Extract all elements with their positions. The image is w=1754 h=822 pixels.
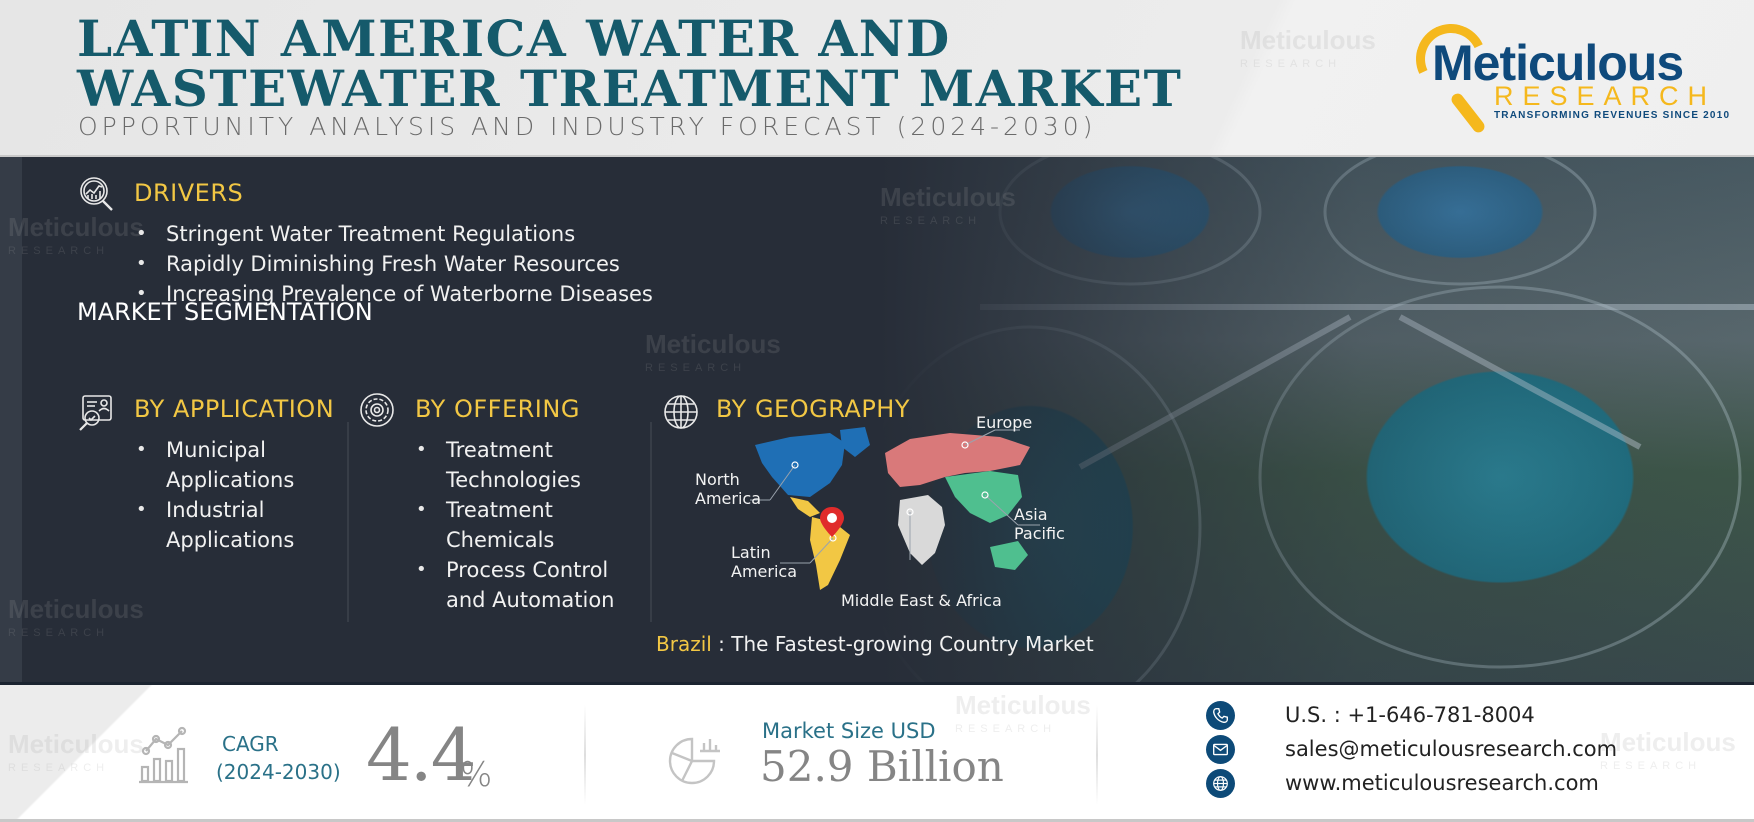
watermark-sub: RESEARCH: [645, 362, 747, 374]
cagr-label: CAGR (2024-2030): [216, 730, 341, 786]
watermark-text: Meticulous: [8, 594, 144, 624]
watermark-logo: Meticulous RESEARCH: [955, 690, 1091, 741]
region-oceania: [990, 541, 1028, 570]
logo-magnifier-handle-icon: [1449, 91, 1487, 135]
application-item: Municipal Applications: [134, 435, 344, 495]
footer-divider: [584, 705, 586, 805]
map-label-latin-america: Latin America: [731, 543, 797, 581]
pie-chart-icon: [664, 729, 724, 789]
driver-item: Rapidly Diminishing Fresh Water Resource…: [134, 249, 653, 279]
watermark-sub: RESEARCH: [1600, 760, 1702, 772]
contact-website[interactable]: www.meticulousresearch.com: [1206, 768, 1599, 798]
driver-item: Stringent Water Treatment Regulations: [134, 219, 653, 249]
by-application-heading: BY APPLICATION: [134, 395, 335, 423]
contact-phone[interactable]: U.S. : +1-646-781-8004: [1206, 700, 1535, 730]
application-list: Municipal Applications Industrial Applic…: [134, 435, 344, 555]
fastest-growing-country: Brazil : The Fastest-growing Country Mar…: [656, 632, 1094, 656]
title-line-1: LATIN AMERICA WATER AND: [77, 9, 951, 68]
map-label-europe: Europe: [976, 413, 1033, 432]
watermark-text: Meticulous: [645, 329, 781, 359]
watermark-sub: RESEARCH: [1240, 58, 1342, 70]
market-size-value: 52.9 Billion: [760, 742, 1004, 791]
page-title: LATIN AMERICA WATER AND WASTEWATER TREAT…: [77, 14, 1182, 114]
cagr-unit: %: [460, 755, 493, 795]
growth-chart-icon: [138, 725, 196, 785]
map-label-north-america: North America: [695, 470, 761, 508]
cagr-period: (2024-2030): [216, 760, 341, 784]
page-subtitle: OPPORTUNITY ANALYSIS AND INDUSTRY FORECA…: [78, 112, 1097, 141]
logo-sub: RESEARCH: [1494, 81, 1717, 111]
offering-item: Treatment Technologies: [414, 435, 654, 495]
region-latin-america: [810, 517, 850, 590]
footer-divider: [1096, 705, 1098, 805]
contact-email[interactable]: sales@meticulousresearch.com: [1206, 734, 1617, 764]
cagr-value: 4.4: [366, 713, 477, 797]
left-edge-strip: [0, 157, 22, 682]
watermark-sub: RESEARCH: [8, 245, 110, 257]
world-map: [730, 425, 1070, 605]
watermark-sub: RESEARCH: [8, 627, 110, 639]
main-panel: Meticulous RESEARCH Meticulous RESEARCH …: [0, 157, 1754, 682]
watermark-sub: RESEARCH: [955, 723, 1057, 735]
phone-number: U.S. : +1-646-781-8004: [1285, 703, 1535, 727]
driver-item: Increasing Prevalence of Waterborne Dise…: [134, 279, 653, 309]
watermark-text: Meticulous: [1240, 25, 1376, 55]
logo-tagline: TRANSFORMING REVENUES SINCE 2010: [1494, 110, 1731, 121]
cagr-title: CAGR: [222, 732, 279, 756]
watermark-text: Meticulous: [1600, 727, 1736, 757]
watermark-logo: Meticulous RESEARCH: [1600, 727, 1736, 778]
highlight-text: : The Fastest-growing Country Market: [711, 632, 1094, 656]
world-map-graphic: [730, 427, 1040, 590]
website-url: www.meticulousresearch.com: [1285, 771, 1599, 795]
region-asia-pacific: [945, 471, 1022, 523]
by-geography-heading: BY GEOGRAPHY: [716, 395, 910, 423]
gear-cycle-icon: [358, 391, 396, 429]
watermark-logo: Meticulous RESEARCH: [1240, 25, 1376, 76]
drivers-list: Stringent Water Treatment Regulations Ra…: [134, 219, 653, 309]
email-icon: [1206, 734, 1235, 764]
photo-overlay: [880, 157, 1754, 682]
map-label-middle-east-africa: Middle East & Africa: [841, 591, 1002, 610]
region-north-america: [755, 433, 845, 497]
region-central-america: [790, 497, 820, 517]
footer-corner-shade: [0, 685, 160, 819]
company-logo[interactable]: Meticulous RESEARCH TRANSFORMING REVENUE…: [1406, 14, 1729, 135]
watermark-logo: Meticulous RESEARCH: [645, 329, 781, 380]
globe-icon: [662, 393, 700, 431]
by-offering-heading: BY OFFERING: [415, 395, 580, 423]
market-segmentation-heading: MARKET SEGMENTATION: [77, 298, 373, 326]
offering-item: Process Control and Automation: [414, 555, 654, 615]
logo-name: Meticulous: [1432, 35, 1684, 91]
market-size-label: Market Size USD: [762, 719, 936, 743]
application-item: Industrial Applications: [134, 495, 344, 555]
highlight-country: Brazil: [656, 632, 712, 656]
watermark-logo: Meticulous RESEARCH: [8, 212, 144, 263]
monitor-search-icon: [77, 394, 115, 432]
watermark-logo: Meticulous RESEARCH: [8, 594, 144, 645]
watermark-text: Meticulous: [8, 212, 144, 242]
drivers-heading: DRIVERS: [134, 179, 244, 207]
stats-footer: Meticulous RESEARCH Meticulous RESEARCH …: [0, 682, 1754, 822]
map-label-asia-pacific: Asia Pacific: [1014, 505, 1065, 543]
title-line-2: WASTEWATER TREATMENT MARKET: [77, 59, 1183, 118]
phone-icon: [1206, 700, 1235, 730]
column-divider: [650, 422, 652, 622]
header-banner: Meticulous RESEARCH LATIN AMERICA WATER …: [0, 0, 1754, 157]
region-middle-east-africa: [898, 495, 945, 565]
globe-icon: [1206, 768, 1235, 798]
offering-list: Treatment Technologies Treatment Chemica…: [414, 435, 654, 615]
offering-item: Treatment Chemicals: [414, 495, 654, 555]
magnifier-chart-icon: [77, 175, 115, 213]
column-divider: [347, 422, 349, 622]
region-europe: [885, 433, 1030, 487]
watermark-text: Meticulous: [955, 690, 1091, 720]
region-greenland: [840, 427, 870, 457]
email-address: sales@meticulousresearch.com: [1285, 737, 1618, 761]
